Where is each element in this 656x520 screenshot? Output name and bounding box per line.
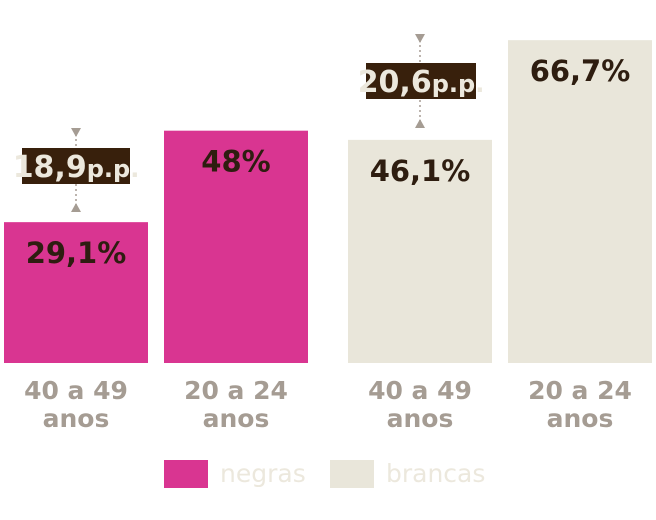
difference-badge — [366, 63, 476, 99]
category-label-line1: 20 a 24 — [184, 376, 288, 405]
category-label-line1: 40 a 49 — [24, 376, 128, 405]
category-label-line1: 40 a 49 — [368, 376, 472, 405]
difference-label: 20,6p.p. — [358, 65, 485, 100]
category-label-line2: anos — [43, 404, 110, 433]
category-label-line2: anos — [387, 404, 454, 433]
bar-negras-0 — [4, 222, 148, 363]
category-label-line2: anos — [547, 404, 614, 433]
legend-swatch-negras — [164, 460, 208, 488]
legend-label-brancas: brancas — [386, 459, 485, 488]
bar-value-label: 29,1% — [26, 236, 127, 270]
bar-brancas-3 — [508, 40, 652, 364]
difference-badge — [22, 148, 130, 184]
bar-value-label: 48% — [201, 145, 270, 179]
legend-label-negras: negras — [220, 459, 306, 488]
arrow-up-icon — [415, 119, 425, 128]
difference-label: 18,9p.p. — [13, 150, 140, 185]
arrow-up-icon — [71, 203, 81, 212]
bar-value-label: 66,7% — [530, 54, 631, 88]
category-label-line1: 20 a 24 — [528, 376, 632, 405]
bar-negras-1 — [164, 130, 308, 363]
bar-value-label: 46,1% — [370, 154, 471, 188]
arrow-down-icon — [415, 34, 425, 43]
category-label-line2: anos — [203, 404, 270, 433]
arrow-down-icon — [71, 128, 81, 137]
bar-brancas-2 — [348, 139, 492, 363]
legend-swatch-brancas — [330, 460, 374, 488]
